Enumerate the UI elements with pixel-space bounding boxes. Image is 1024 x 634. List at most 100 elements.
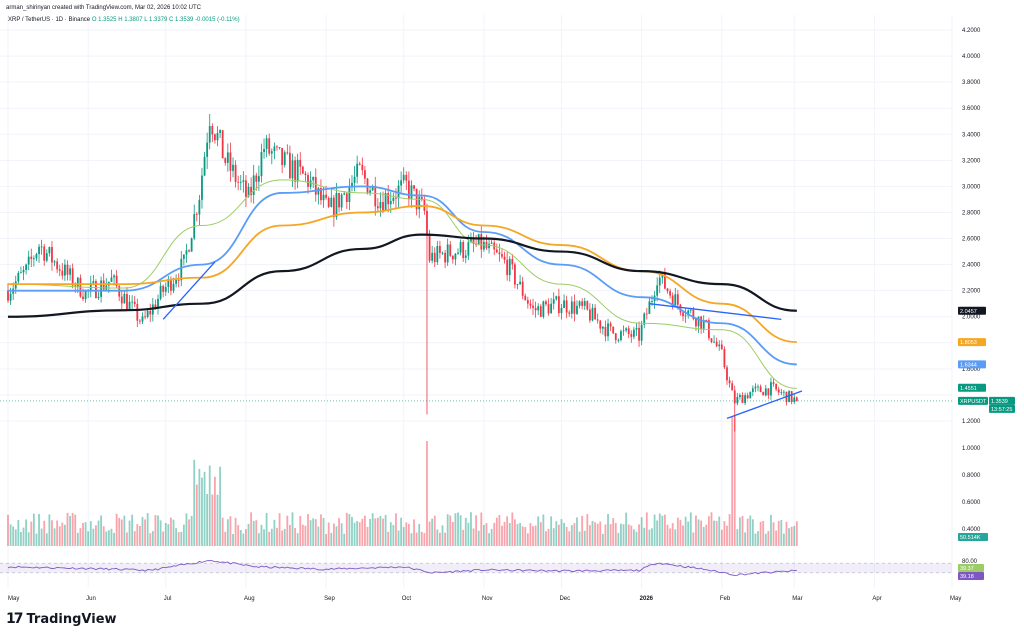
candle-body xyxy=(454,253,457,260)
volume-bar xyxy=(671,523,674,546)
volume-bar xyxy=(689,512,692,546)
candle-body xyxy=(51,247,53,263)
candle-body xyxy=(428,234,431,261)
candle-body xyxy=(638,327,640,341)
volume-bar xyxy=(640,517,643,546)
volume-bar xyxy=(185,513,188,546)
volume-bar xyxy=(105,531,108,546)
volume-bar xyxy=(526,533,529,546)
volume-bar xyxy=(565,526,568,546)
candle-body xyxy=(128,301,131,310)
candle-body xyxy=(309,180,312,187)
candle-body xyxy=(674,294,677,307)
candle-body xyxy=(364,170,366,179)
candle-body xyxy=(32,258,35,260)
volume-bar xyxy=(407,523,410,546)
candle-body xyxy=(325,194,328,198)
volume-bar xyxy=(289,524,291,546)
candle-body xyxy=(790,391,793,402)
volume-bar xyxy=(30,521,33,546)
volume-bar xyxy=(203,471,206,546)
candle-body xyxy=(53,261,56,263)
candle-body xyxy=(157,298,159,309)
volume-bar xyxy=(138,526,141,546)
price-axis[interactable]: 4.2000 4.0000 3.8000 3.6000 3.4000 3.2000 3.00… xyxy=(962,28,981,565)
candle-body xyxy=(138,320,141,322)
volume-bar xyxy=(374,518,377,546)
volume-bar xyxy=(594,522,596,546)
time-tick: Mar xyxy=(792,596,802,602)
symbol-legend[interactable]: XRP / TetherUS · 1D · Binance O 1.3525 H… xyxy=(8,17,240,23)
volume-bar xyxy=(172,519,175,546)
volume-bar xyxy=(301,524,304,546)
candle-body xyxy=(594,307,596,320)
volume-bar xyxy=(467,522,470,546)
candle-body xyxy=(22,270,25,273)
volume-bar xyxy=(216,494,219,546)
ohlc-open: O 1.3525 xyxy=(91,17,117,23)
volume-bar xyxy=(762,520,765,546)
candle-body xyxy=(726,367,728,381)
time-tick: Nov xyxy=(482,596,493,602)
volume-bar xyxy=(648,529,651,546)
volume-bar xyxy=(415,532,418,546)
price-tick: 0.4000 xyxy=(962,527,981,533)
volume-bar xyxy=(35,533,38,546)
volume-bar xyxy=(69,515,71,546)
volume-bar xyxy=(720,529,723,546)
volume-bar xyxy=(638,524,640,546)
volume-bar xyxy=(545,531,547,546)
candle-body xyxy=(741,395,744,404)
tradingview-logo[interactable]: 17 TradingView xyxy=(6,610,117,628)
volume-bar xyxy=(555,521,558,546)
candle-body xyxy=(203,156,206,176)
candle-body xyxy=(576,305,578,314)
price-tick: 4.2000 xyxy=(962,28,981,34)
volume-bar xyxy=(229,516,232,546)
price-label-text: 2.0457 xyxy=(960,309,977,315)
candle-body xyxy=(508,258,511,276)
price-label-text: 1.8053 xyxy=(960,340,977,346)
volume-bar xyxy=(9,524,12,546)
candle-body xyxy=(444,252,446,263)
candle-body xyxy=(578,301,581,306)
volume-bar xyxy=(351,517,353,546)
volume-bar xyxy=(309,520,312,546)
volume-bar xyxy=(157,515,159,546)
price-tick: 1.0000 xyxy=(962,446,981,452)
candle-body xyxy=(245,180,247,197)
volume-bar xyxy=(775,530,778,546)
volume-bar xyxy=(17,519,20,546)
candle-body xyxy=(407,180,410,200)
volume-bar xyxy=(733,416,736,546)
volume-bar xyxy=(149,533,152,546)
price-label-text: 1.3539 xyxy=(991,399,1008,405)
volume-bar xyxy=(482,524,485,546)
candle-body xyxy=(560,307,563,314)
volume-bar xyxy=(257,533,260,546)
candle-body xyxy=(164,286,167,292)
candle-body xyxy=(480,234,483,250)
candle-body xyxy=(457,252,459,254)
volume-bar xyxy=(503,521,506,546)
volume-bar xyxy=(519,523,521,546)
volume-bar xyxy=(113,532,115,546)
candle-body xyxy=(289,152,291,179)
volume-bar xyxy=(167,524,170,546)
candle-body xyxy=(777,389,780,393)
candle-body xyxy=(322,194,325,201)
trendline[interactable] xyxy=(162,261,216,320)
volume-bar xyxy=(635,531,638,546)
time-axis[interactable]: May Jun Jul Aug Sep Oct Nov Dec 2026 Feb Mar Apr May xyxy=(8,596,961,602)
volume-bar xyxy=(296,533,299,546)
volume-bar xyxy=(294,528,296,546)
trendline[interactable] xyxy=(649,303,782,320)
volume-bar xyxy=(601,533,604,546)
candle-body xyxy=(330,197,333,207)
trendline[interactable] xyxy=(726,390,803,420)
moving-averages xyxy=(7,179,797,389)
candle-body xyxy=(242,180,245,182)
volume-bar xyxy=(97,520,100,546)
volume-bar xyxy=(208,465,211,546)
